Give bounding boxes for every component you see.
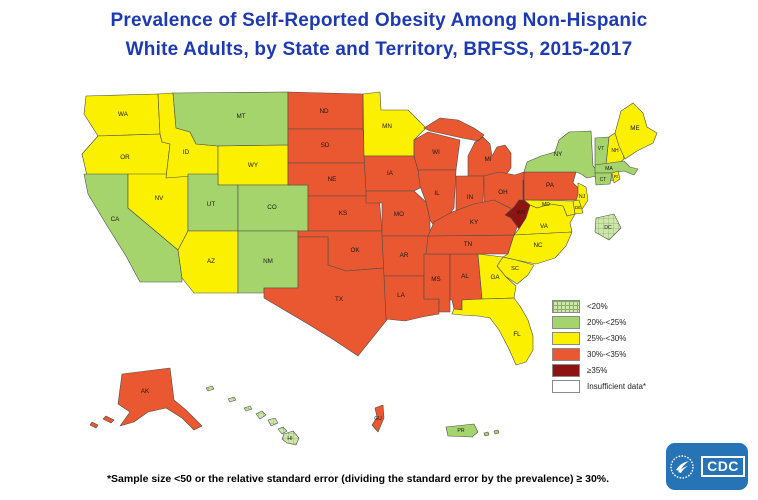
legend-item-lt20: <20%: [552, 299, 677, 313]
state-label-ma: MA: [605, 166, 613, 172]
state-label-nc: NC: [533, 242, 543, 249]
state-va: [513, 203, 576, 236]
state-label-ky: KY: [470, 219, 479, 226]
state-label-al: AL: [461, 273, 469, 280]
state-label-gu: GU: [374, 416, 382, 422]
us-choropleth-map: WA OR CA NV ID MT WY UT CO AZ NM ND SD NE KS OK TX MN IA MO…: [81, 91, 658, 446]
state-ia: [363, 155, 425, 192]
state-label-ri: RI: [614, 174, 618, 179]
page-title: Prevalence of Self-Reported Obesity Amon…: [0, 0, 758, 64]
legend-item-c30_35: 30%-<35%: [552, 347, 677, 361]
state-label-ks: KS: [339, 210, 347, 217]
title-line2: White Adults, by State and Territory, BR…: [125, 38, 633, 60]
state-label-il: IL: [434, 190, 440, 197]
state-label-dc: DC: [604, 225, 612, 231]
state-dc: [594, 213, 622, 241]
state-label-ms: MS: [431, 276, 440, 283]
state-label-mn: MN: [382, 123, 392, 130]
state-label-pa: PA: [546, 182, 555, 189]
state-label-ga: GA: [490, 274, 500, 281]
state-label-tx: TX: [335, 296, 344, 303]
state-label-nv: NV: [155, 195, 165, 202]
state-label-nh: NH: [611, 148, 619, 154]
state-label-tn: TN: [464, 241, 473, 248]
state-label-nd: ND: [319, 108, 329, 115]
state-label-sc: SC: [511, 266, 519, 272]
state-pr: [445, 423, 500, 438]
state-label-pr: PR: [457, 428, 464, 434]
state-label-wa: WA: [118, 111, 129, 118]
title-line1: Prevalence of Self-Reported Obesity Amon…: [110, 10, 648, 31]
state-label-mi: MI: [485, 156, 492, 163]
legend: <20% 20%-<25% 25%-<30% 30%-<35% ≥35% Insuffic…: [552, 299, 677, 396]
state-label-in: IN: [467, 194, 474, 201]
legend-swatch-lt20: [552, 299, 580, 313]
cdc-logo: CDC: [666, 443, 748, 490]
state-label-ok: OK: [350, 247, 360, 254]
footnote: *Sample size <50 or the relative standar…: [106, 473, 610, 485]
hhs-eagle-icon: [670, 454, 694, 479]
legend-item-insufficient: Insufficient data*: [552, 379, 677, 393]
state-label-ar: AR: [400, 252, 409, 259]
legend-item-c25_30: 25%-<30%: [552, 331, 677, 345]
state-ak: [89, 367, 203, 431]
state-label-co: CO: [267, 204, 277, 211]
state-label-de: DE: [575, 205, 581, 210]
state-label-sd: SD: [321, 142, 330, 149]
state-label-ca: CA: [111, 216, 121, 223]
state-ri: [611, 170, 621, 184]
state-label-nj: NJ: [579, 194, 586, 200]
legend-swatch-c30_35: [552, 347, 580, 361]
legend-swatch-ge35: [552, 363, 580, 377]
legend-label-c30_35: 30%-<35%: [587, 349, 627, 359]
legend-label-lt20: <20%: [587, 301, 608, 311]
state-label-ak: AK: [141, 388, 150, 395]
state-label-la: LA: [397, 292, 406, 299]
state-label-ct: CT: [600, 177, 607, 183]
state-label-nm: NM: [263, 258, 273, 265]
legend-label-c25_30: 25%-<30%: [587, 333, 627, 343]
state-fl: [451, 297, 534, 366]
legend-swatch-c20_25: [552, 315, 580, 329]
state-hi: [205, 385, 300, 446]
state-nc: [502, 231, 573, 265]
state-label-or: OR: [120, 154, 130, 161]
state-me: [614, 102, 658, 160]
state-label-ne: NE: [328, 176, 337, 183]
legend-swatch-c25_30: [552, 331, 580, 345]
state-label-az: AZ: [207, 258, 215, 265]
state-label-oh: OH: [498, 189, 508, 196]
state-mi: [423, 117, 512, 177]
state-wi: [413, 131, 461, 171]
state-label-mt: MT: [236, 113, 245, 120]
state-label-id: ID: [183, 149, 190, 156]
state-label-fl: FL: [513, 331, 521, 338]
legend-label-c20_25: 20%-<25%: [587, 317, 627, 327]
state-label-ut: UT: [207, 201, 216, 208]
state-tx: [263, 236, 391, 357]
legend-label-insufficient: Insufficient data*: [587, 381, 647, 391]
state-label-md: MD: [542, 202, 550, 208]
state-label-me: ME: [630, 125, 639, 132]
legend-item-ge35: ≥35%: [552, 363, 677, 377]
state-label-wi: WI: [432, 149, 440, 156]
state-label-wv: WV: [516, 210, 525, 216]
state-label-mo: MO: [394, 211, 404, 218]
state-label-vt: VT: [598, 146, 604, 152]
legend-swatch-insufficient: [552, 379, 580, 393]
state-ky: [427, 199, 519, 237]
state-ct: [594, 172, 613, 186]
cdc-logo-text: CDC: [701, 455, 745, 478]
state-label-ia: IA: [387, 170, 394, 177]
state-label-hi: HI: [287, 436, 292, 442]
state-label-va: VA: [540, 223, 549, 230]
state-label-wy: WY: [248, 162, 259, 169]
state-gu: [371, 404, 385, 433]
legend-item-c20_25: 20%-<25%: [552, 315, 677, 329]
legend-label-ge35: ≥35%: [587, 365, 608, 375]
state-label-ny: NY: [554, 151, 564, 158]
